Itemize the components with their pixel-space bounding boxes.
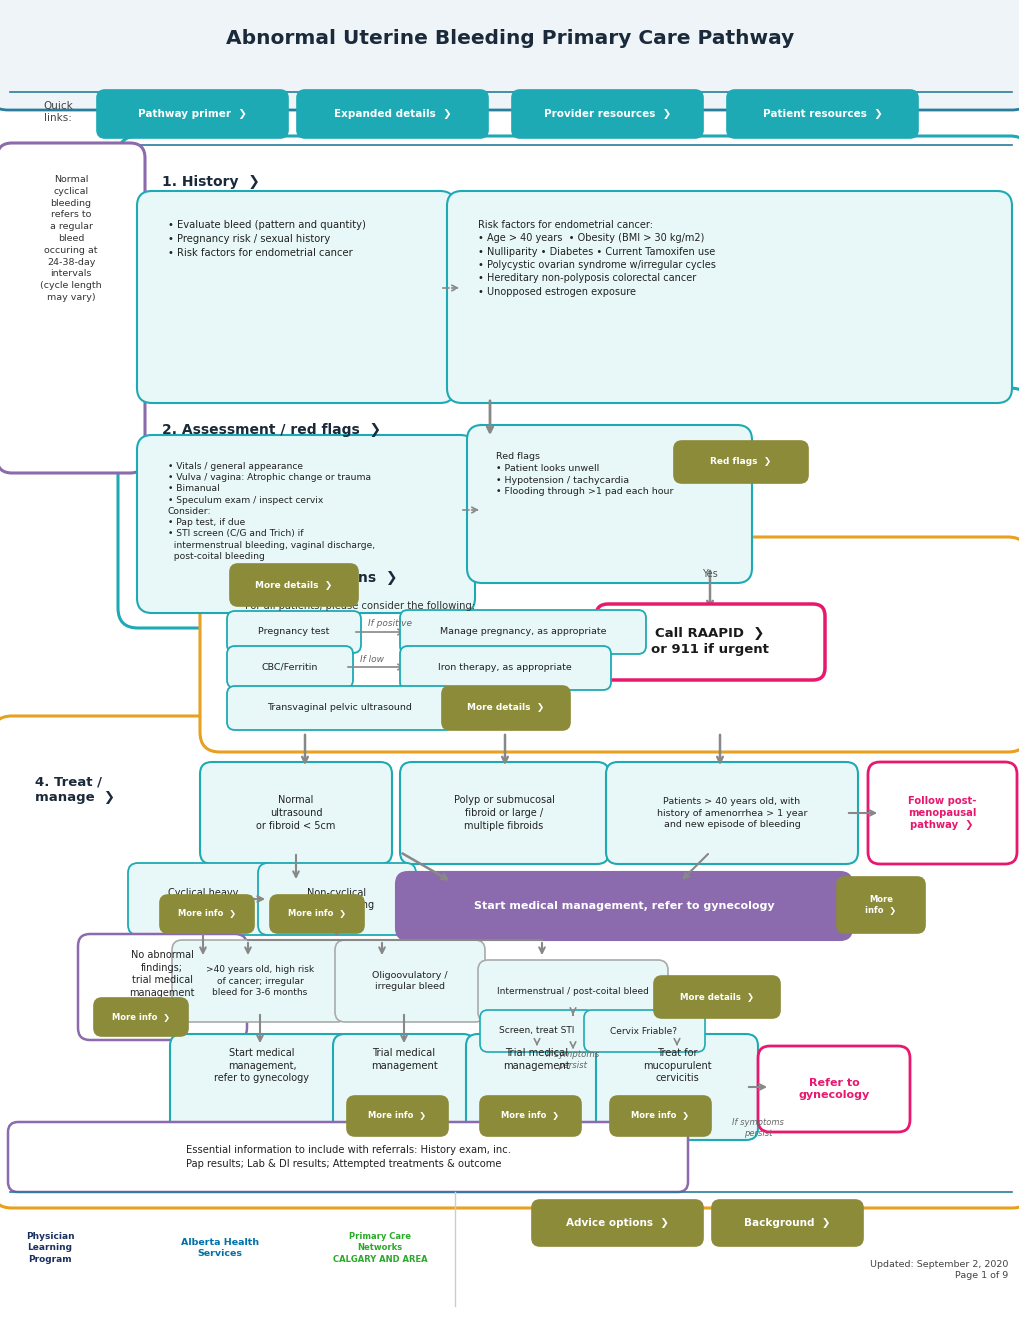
Text: 4. Treat /
manage  ❯: 4. Treat / manage ❯	[35, 776, 115, 804]
Text: Refer to
gynecology: Refer to gynecology	[798, 1078, 869, 1100]
Text: Primary Care
Networks
CALGARY AND AREA: Primary Care Networks CALGARY AND AREA	[332, 1233, 427, 1263]
Text: If positive: If positive	[368, 619, 412, 628]
Text: Cervix Friable?: Cervix Friable?	[610, 1027, 677, 1035]
Text: Normal
ultrasound
or fibroid < 5cm: Normal ultrasound or fibroid < 5cm	[256, 795, 335, 830]
Text: 2. Assessment / red flags  ❯: 2. Assessment / red flags ❯	[162, 422, 381, 437]
Text: Yes: Yes	[701, 569, 717, 579]
Text: Manage pregnancy, as appropriate: Manage pregnancy, as appropriate	[439, 627, 605, 636]
Text: Patient resources  ❯: Patient resources ❯	[762, 110, 881, 119]
Text: Quick
links:: Quick links:	[43, 100, 72, 123]
FancyBboxPatch shape	[727, 90, 917, 139]
FancyBboxPatch shape	[127, 863, 278, 935]
FancyBboxPatch shape	[200, 762, 391, 865]
FancyBboxPatch shape	[200, 537, 1019, 752]
Text: Expanded details  ❯: Expanded details ❯	[333, 110, 451, 119]
FancyBboxPatch shape	[0, 715, 1019, 1208]
FancyBboxPatch shape	[837, 876, 924, 933]
FancyBboxPatch shape	[446, 191, 1011, 403]
Text: Call RAAPID  ❯
or 911 if urgent: Call RAAPID ❯ or 911 if urgent	[650, 627, 768, 656]
Text: More info  ❯: More info ❯	[501, 1111, 559, 1121]
Text: Essential information to include with referrals: History exam, inc.
Pap results;: Essential information to include with re…	[185, 1146, 510, 1168]
FancyBboxPatch shape	[94, 998, 187, 1036]
Text: For all patients, please consider the following:: For all patients, please consider the fo…	[245, 601, 475, 611]
FancyBboxPatch shape	[609, 1096, 710, 1137]
FancyBboxPatch shape	[595, 605, 824, 680]
FancyBboxPatch shape	[137, 191, 454, 403]
FancyBboxPatch shape	[227, 645, 353, 688]
Text: 3. Investigations  ❯: 3. Investigations ❯	[245, 572, 397, 585]
Text: Trial medical
management: Trial medical management	[503, 1048, 570, 1071]
FancyBboxPatch shape	[867, 762, 1016, 865]
FancyBboxPatch shape	[227, 686, 452, 730]
FancyBboxPatch shape	[227, 611, 361, 653]
FancyBboxPatch shape	[653, 975, 780, 1018]
Text: Provider resources  ❯: Provider resources ❯	[543, 110, 671, 119]
Text: • Evaluate bleed (pattern and quantity)
• Pregnancy risk / sexual history
• Risk: • Evaluate bleed (pattern and quantity) …	[168, 220, 366, 257]
Text: Red flags  ❯: Red flags ❯	[709, 458, 770, 466]
Text: Advice options  ❯: Advice options ❯	[566, 1218, 668, 1228]
FancyBboxPatch shape	[399, 762, 608, 865]
FancyBboxPatch shape	[334, 940, 484, 1022]
Text: More details  ❯: More details ❯	[467, 704, 544, 713]
FancyBboxPatch shape	[118, 136, 1019, 418]
Text: Alberta Health
Services: Alberta Health Services	[180, 1238, 259, 1258]
FancyBboxPatch shape	[595, 1034, 757, 1140]
Text: Abnormal Uterine Bleeding Primary Care Pathway: Abnormal Uterine Bleeding Primary Care P…	[225, 29, 794, 48]
FancyBboxPatch shape	[605, 762, 857, 865]
FancyBboxPatch shape	[346, 1096, 447, 1137]
Text: Background  ❯: Background ❯	[744, 1218, 829, 1228]
Text: Pregnancy test: Pregnancy test	[258, 627, 329, 636]
FancyBboxPatch shape	[97, 90, 287, 139]
FancyBboxPatch shape	[8, 1122, 688, 1192]
FancyBboxPatch shape	[395, 873, 851, 940]
Text: Start medical
management,
refer to gynecology: Start medical management, refer to gynec…	[214, 1048, 309, 1084]
Text: Trial medical
management: Trial medical management	[370, 1048, 437, 1071]
Text: Updated: September 2, 2020
Page 1 of 9: Updated: September 2, 2020 Page 1 of 9	[869, 1261, 1007, 1280]
FancyBboxPatch shape	[512, 90, 702, 139]
Text: More
info  ❯: More info ❯	[864, 895, 896, 915]
Text: More details  ❯: More details ❯	[680, 993, 753, 1002]
FancyBboxPatch shape	[584, 1010, 704, 1052]
Text: More details  ❯: More details ❯	[255, 581, 332, 590]
Text: Patients > 40 years old, with
history of amenorrhea > 1 year
and new episode of : Patients > 40 years old, with history of…	[656, 797, 806, 829]
Text: Intermenstrual / post-coital bleed: Intermenstrual / post-coital bleed	[496, 986, 648, 995]
FancyBboxPatch shape	[480, 1010, 593, 1052]
FancyBboxPatch shape	[258, 863, 416, 935]
Text: If symptoms
persist: If symptoms persist	[546, 1049, 599, 1071]
Text: 1. History  ❯: 1. History ❯	[162, 176, 260, 189]
FancyBboxPatch shape	[270, 895, 364, 933]
Text: Start medical management, refer to gynecology: Start medical management, refer to gynec…	[473, 902, 773, 911]
Text: More info  ❯: More info ❯	[368, 1111, 426, 1121]
FancyBboxPatch shape	[674, 441, 807, 483]
FancyBboxPatch shape	[137, 436, 475, 612]
Text: • Vitals / general appearance
• Vulva / vagina: Atrophic change or trauma
• Bima: • Vitals / general appearance • Vulva / …	[168, 462, 375, 561]
Text: Pathway primer  ❯: Pathway primer ❯	[138, 110, 247, 119]
Text: Red flags
• Patient looks unwell
• Hypotension / tachycardia
• Flooding through : Red flags • Patient looks unwell • Hypot…	[495, 451, 673, 496]
FancyBboxPatch shape	[399, 645, 610, 690]
FancyBboxPatch shape	[466, 1034, 607, 1140]
FancyBboxPatch shape	[532, 1200, 702, 1246]
Text: Normal
cyclical
bleeding
refers to
a regular
bleed
occuring at
24-38-day
interva: Normal cyclical bleeding refers to a reg…	[40, 176, 102, 302]
FancyBboxPatch shape	[711, 1200, 862, 1246]
FancyBboxPatch shape	[170, 1034, 354, 1140]
FancyBboxPatch shape	[478, 960, 667, 1022]
Text: Polyp or submucosal
fibroid or large /
multiple fibroids: Polyp or submucosal fibroid or large / m…	[453, 795, 554, 830]
FancyBboxPatch shape	[160, 895, 254, 933]
FancyBboxPatch shape	[441, 686, 570, 730]
Text: Risk factors for endometrial cancer:
• Age > 40 years  • Obesity (BMI > 30 kg/m2: Risk factors for endometrial cancer: • A…	[478, 220, 715, 297]
FancyBboxPatch shape	[77, 935, 247, 1040]
Text: No abnormal
findings;
trial medical
management: No abnormal findings; trial medical mana…	[129, 950, 195, 998]
FancyBboxPatch shape	[0, 143, 145, 473]
FancyBboxPatch shape	[0, 0, 1019, 110]
Text: >40 years old, high risk
of cancer; irregular
bleed for 3-6 months: >40 years old, high risk of cancer; irre…	[206, 965, 314, 997]
FancyBboxPatch shape	[480, 1096, 581, 1137]
Text: More info  ❯: More info ❯	[287, 909, 345, 919]
Text: More info  ❯: More info ❯	[177, 909, 235, 919]
Text: More info  ❯: More info ❯	[631, 1111, 689, 1121]
FancyBboxPatch shape	[229, 564, 358, 606]
FancyBboxPatch shape	[297, 90, 487, 139]
Text: Non-cyclical
heavy bleeding: Non-cyclical heavy bleeding	[300, 888, 374, 911]
Text: Screen, treat STI: Screen, treat STI	[499, 1027, 574, 1035]
FancyBboxPatch shape	[172, 940, 346, 1022]
